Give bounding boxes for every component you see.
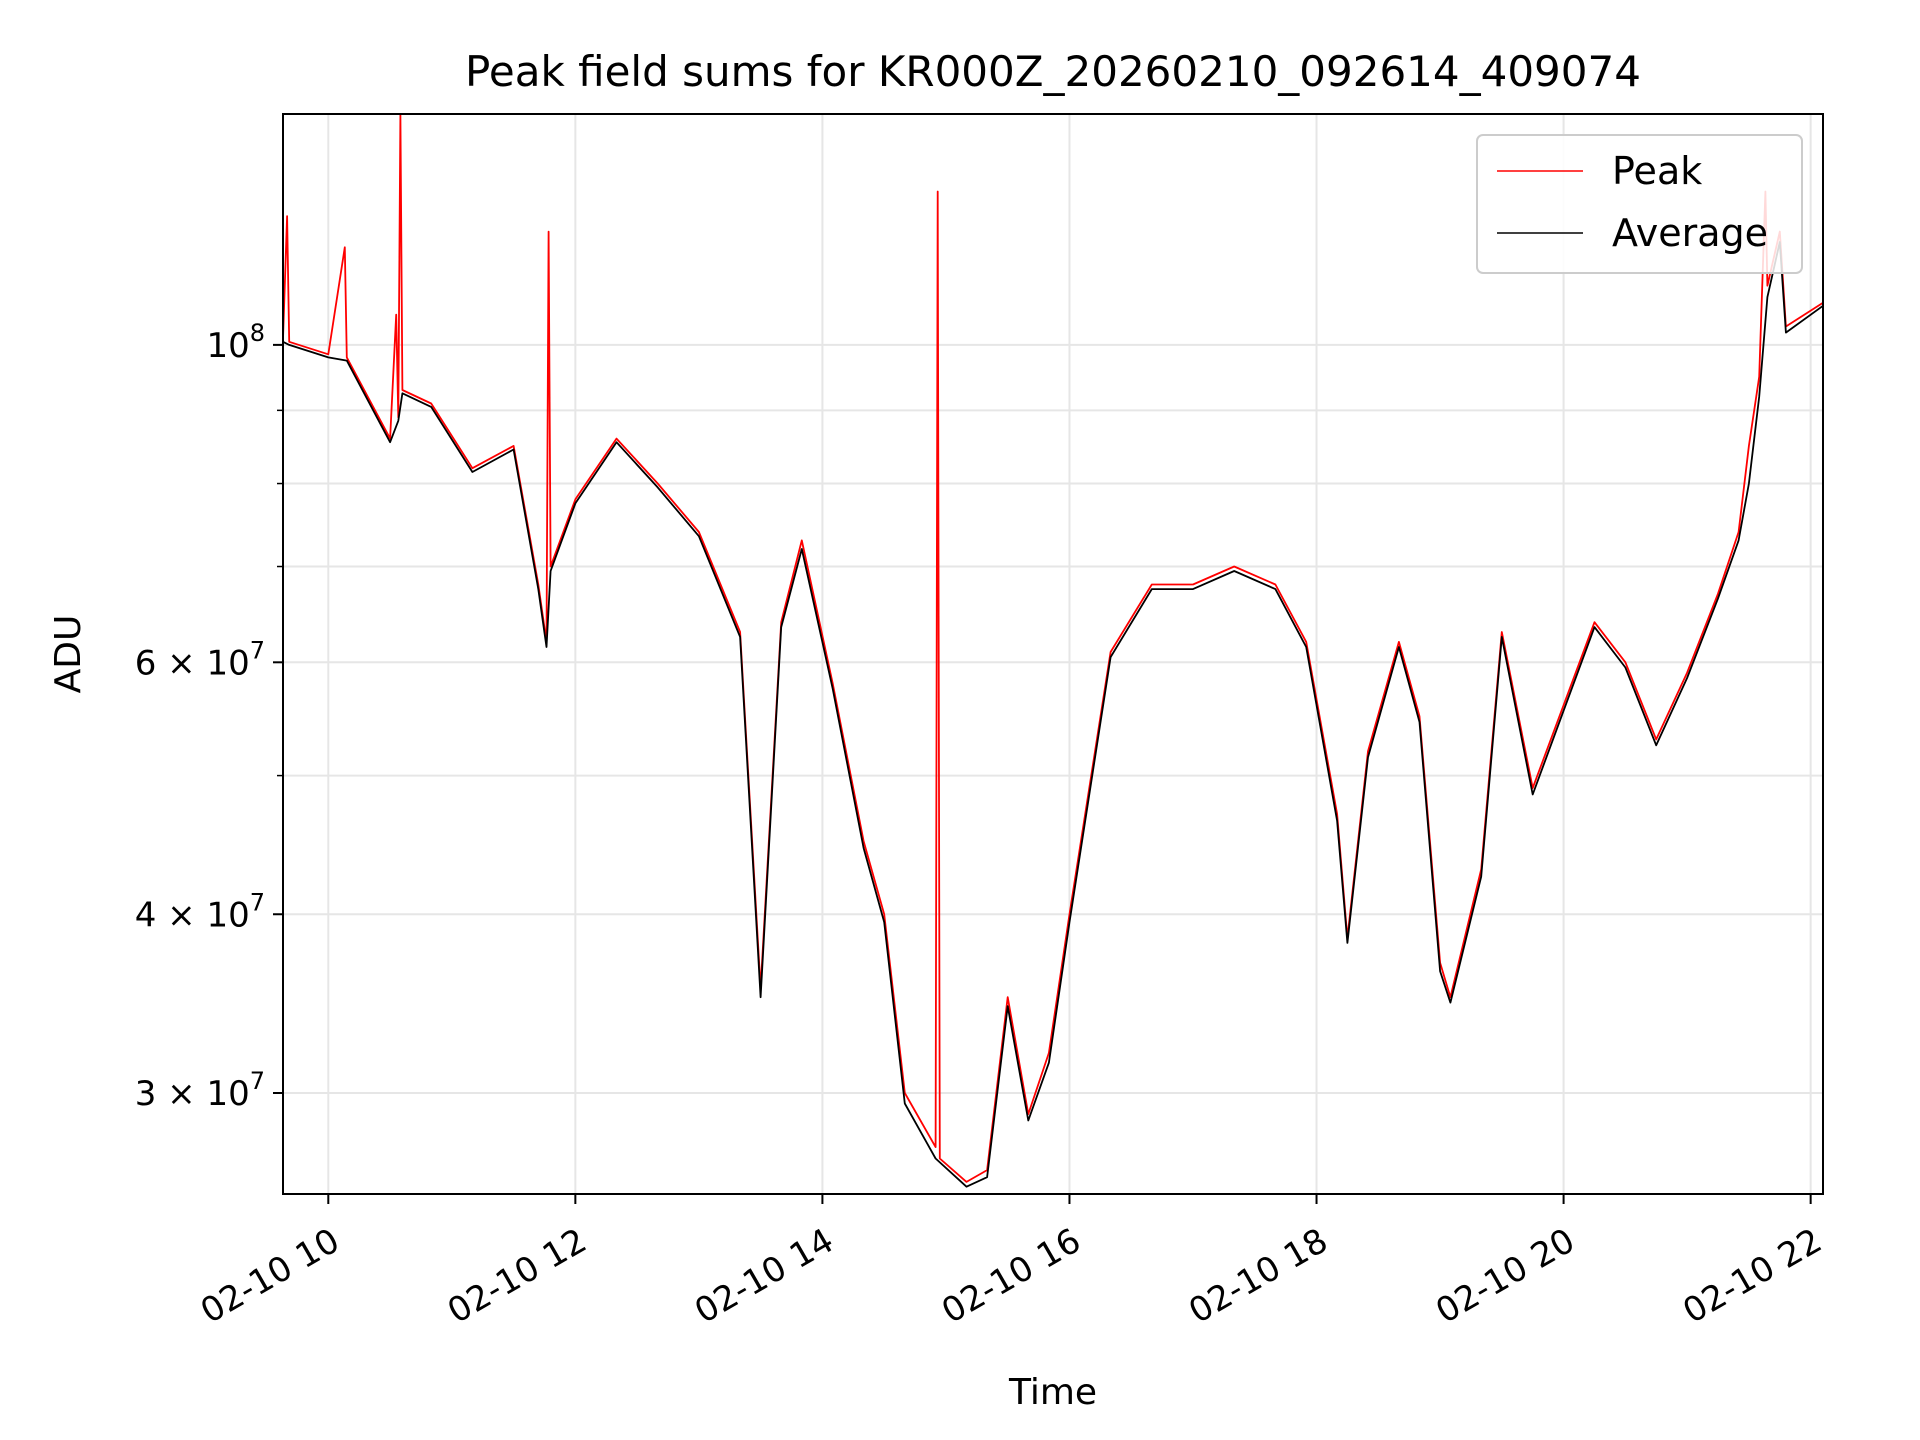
x-tick-label: 02-10 22	[1676, 1221, 1828, 1332]
x-axis-label: Time	[1008, 1372, 1097, 1413]
x-tick-label: 02-10 16	[935, 1221, 1087, 1332]
x-tick-label: 02-10 12	[441, 1221, 593, 1332]
y-tick-label: 4 × 107	[135, 888, 265, 935]
grid	[283, 114, 1823, 1194]
legend-box	[1476, 134, 1803, 274]
x-tick-label: 02-10 14	[688, 1221, 840, 1332]
y-tick-label: 108	[206, 319, 265, 366]
x-tick-label: 02-10 18	[1182, 1221, 1334, 1332]
chart-title: Peak field sums for KR000Z_20260210_0926…	[465, 47, 1641, 96]
legend-label-average: Average	[1612, 211, 1768, 255]
series-group	[282, 113, 1824, 1188]
plot-frame	[282, 113, 1824, 1195]
y-axis-label: ADU	[48, 615, 89, 694]
x-tick-label: 02-10 20	[1429, 1221, 1581, 1332]
y-tick-label: 3 × 107	[135, 1067, 265, 1114]
y-tick-label: 6 × 107	[135, 636, 265, 683]
legend-label-peak: Peak	[1612, 149, 1702, 193]
series-line-peak	[282, 113, 1824, 1183]
x-tick-label: 02-10 10	[194, 1221, 346, 1332]
legend: Peak Average	[1476, 134, 1803, 274]
series-line-average	[282, 241, 1824, 1188]
